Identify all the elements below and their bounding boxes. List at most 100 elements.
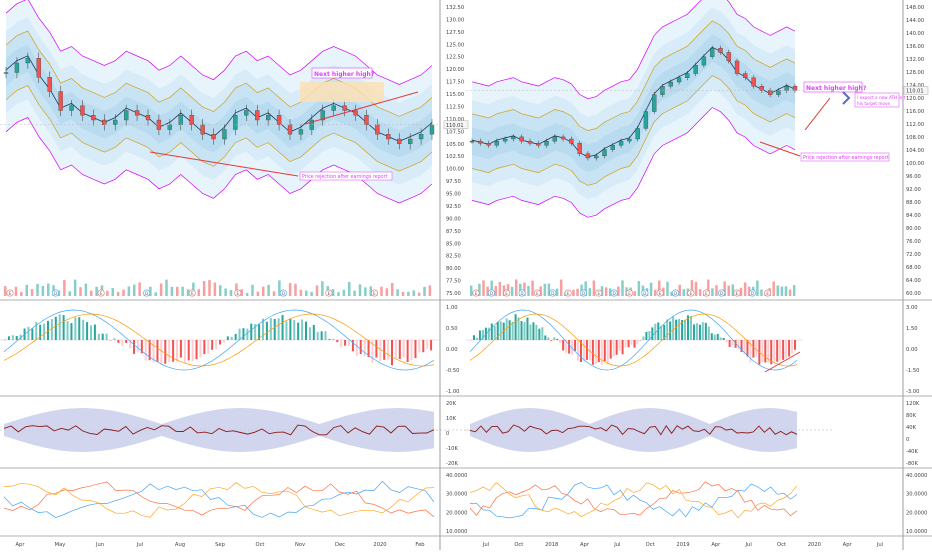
x-tick-label: Apr — [16, 542, 26, 548]
price-tick-label: 80.00 — [906, 226, 921, 232]
volume-bar — [515, 279, 518, 296]
histogram-bar — [332, 339, 334, 340]
histogram-bar — [562, 340, 564, 350]
histogram-bar — [785, 340, 787, 358]
candle-body — [594, 156, 598, 158]
histogram-bar — [660, 326, 662, 340]
earnings-marker-label: D — [490, 291, 493, 296]
volume-bar — [353, 291, 356, 296]
volume-bar — [527, 286, 530, 296]
volume-bar — [576, 289, 579, 296]
price-tick-label: 130.00 — [446, 17, 464, 23]
volume-bar — [171, 287, 174, 296]
histogram-bar — [690, 316, 692, 340]
earnings-marker-label: D — [551, 291, 554, 296]
band-tick-label: 0 — [446, 431, 449, 437]
histogram-bar — [215, 340, 217, 349]
histogram-bar — [696, 323, 698, 340]
candle-body — [277, 115, 281, 125]
volume-bar — [789, 290, 792, 296]
histogram-bar — [619, 340, 621, 351]
candle-body — [397, 139, 401, 144]
volume-bar — [36, 284, 39, 296]
price-tick-label: 132.00 — [906, 57, 924, 63]
x-tick-label: Oct — [514, 542, 523, 548]
histogram-bar — [645, 332, 647, 340]
histogram-bar — [102, 334, 104, 340]
volume-bar — [396, 289, 399, 296]
annotation-note: I expect a new ATH in t — [857, 95, 906, 100]
volume-bar — [176, 287, 179, 296]
dmi-tick-label: 40.0000 — [906, 473, 927, 479]
histogram-bar — [82, 320, 84, 340]
volume-bar — [756, 281, 759, 296]
candle-body — [375, 125, 379, 135]
histogram-bar — [4, 339, 6, 340]
candle-body — [222, 130, 226, 140]
histogram-bar — [282, 315, 284, 340]
dmi-tick-label: 30.0000 — [446, 492, 467, 498]
price-tick-label: 97.50 — [446, 179, 461, 185]
histogram-bar — [55, 317, 57, 340]
histogram-bar — [325, 331, 327, 340]
price-tick-label: 100.00 — [446, 167, 464, 173]
earnings-marker-label: D — [582, 291, 585, 296]
volume-bar — [262, 287, 265, 296]
candle-body — [652, 95, 656, 112]
price-tick-label: 128.00 — [906, 70, 924, 76]
histogram-bar — [246, 329, 248, 340]
price-tick-label: 107.50 — [446, 129, 464, 135]
band-tick-label: -20K — [446, 461, 458, 467]
histogram-bar — [274, 319, 276, 340]
price-tick-label: 117.50 — [446, 80, 464, 86]
volume-bar — [203, 281, 206, 296]
histogram-bar — [518, 317, 520, 340]
volume-bar — [165, 280, 168, 296]
band-tick-label: -40K — [906, 449, 918, 455]
histogram-bar — [219, 340, 221, 344]
histogram-bar — [693, 324, 695, 340]
candle-body — [685, 74, 689, 78]
histogram-bar — [479, 330, 481, 340]
volume-bar — [593, 280, 596, 296]
band-tick-label: -80K — [906, 461, 918, 467]
price-tick-label: 112.50 — [446, 104, 464, 110]
histogram-bar — [94, 325, 96, 340]
histogram-bar — [535, 325, 537, 340]
histogram-bar — [192, 340, 194, 361]
candle-body — [702, 57, 706, 65]
histogram-bar — [616, 340, 618, 355]
candle-body — [354, 111, 358, 116]
x-tick-label: Dec — [335, 542, 345, 548]
price-tick-label: 120.00 — [446, 67, 464, 73]
candle-body — [743, 74, 747, 78]
volume-bar — [683, 289, 686, 296]
candle-body — [578, 143, 582, 154]
projection-arrow — [805, 98, 830, 130]
candle-body — [644, 112, 648, 129]
volume-bar — [391, 283, 394, 296]
volume-bar — [386, 288, 389, 296]
histogram-bar — [164, 340, 166, 364]
candle-body — [168, 125, 172, 130]
histogram-bar — [672, 317, 674, 340]
earnings-marker-label: D — [613, 291, 616, 296]
candle-body — [487, 143, 491, 145]
histogram-bar — [657, 322, 659, 340]
candle-body — [586, 154, 590, 158]
histogram-bar — [51, 319, 53, 340]
volume-bar — [85, 284, 88, 296]
histogram-bar — [669, 321, 671, 340]
price-tick-label: 132.50 — [446, 5, 464, 11]
price-tick-label: 104.00 — [906, 148, 924, 154]
histogram-bar — [738, 340, 740, 349]
volume-bar — [621, 280, 624, 296]
histogram-bar — [500, 321, 502, 340]
histogram-bar — [470, 340, 472, 341]
volume-bar — [605, 287, 608, 296]
volume-bar — [305, 291, 308, 296]
volume-bar — [138, 282, 141, 296]
dmi-line — [470, 483, 797, 518]
histogram-bar — [666, 320, 668, 340]
